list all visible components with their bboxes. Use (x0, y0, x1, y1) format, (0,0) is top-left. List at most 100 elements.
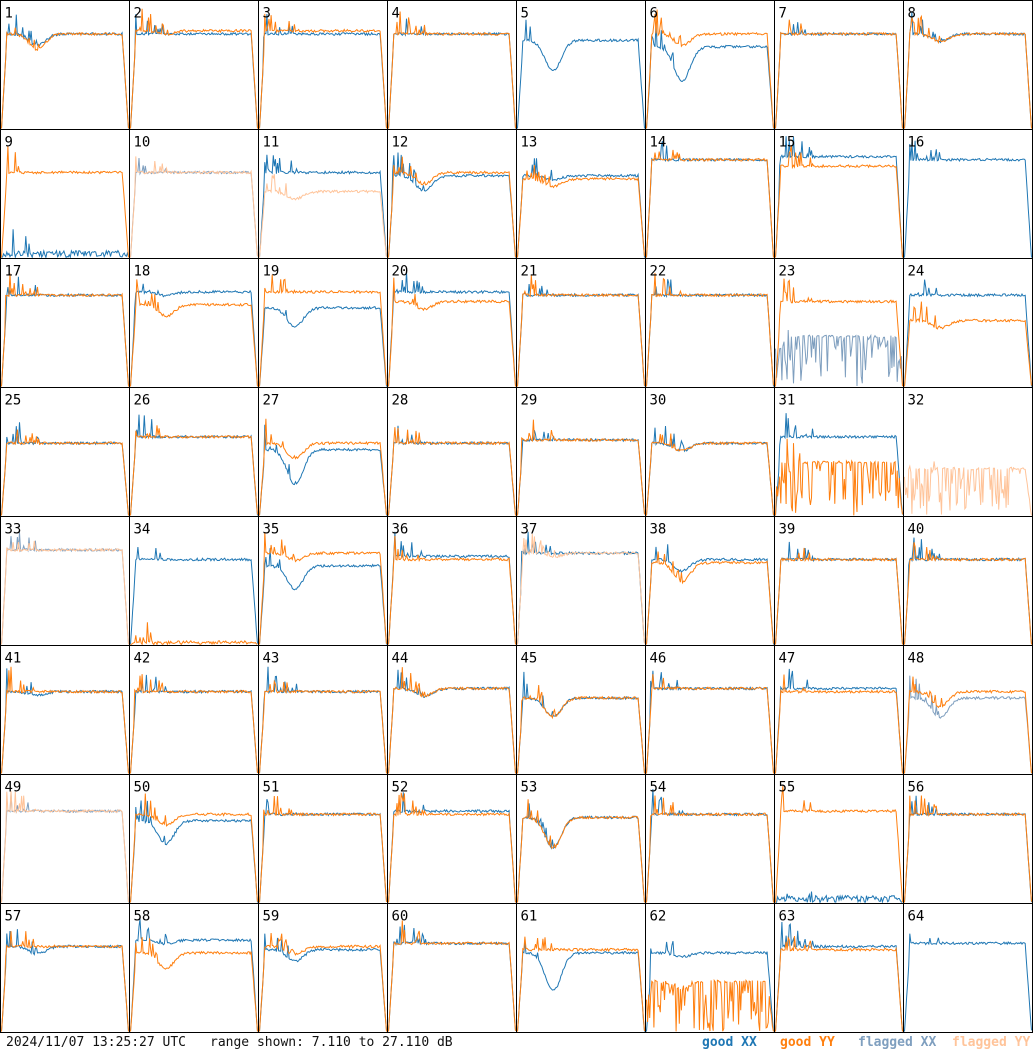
series-yy-good (130, 674, 258, 774)
panel-frame (774, 0, 904, 130)
series-yy-good (388, 156, 516, 258)
panel-label: 3 (263, 6, 271, 22)
panel-60: 60 (387, 903, 517, 1033)
series-yy-good (646, 551, 774, 645)
series-yy-good (904, 676, 1032, 774)
panel-label: 39 (779, 522, 796, 538)
series-xx-good (775, 921, 903, 1032)
series-yy-good (259, 932, 387, 1032)
series-xx-good (259, 933, 387, 1032)
series-yy-good (259, 795, 387, 903)
panel-36: 36 (387, 516, 517, 646)
series-xx-good (775, 668, 903, 774)
panel-53: 53 (516, 774, 646, 904)
panel-40: 40 (903, 516, 1033, 646)
panel-3: 3 (258, 0, 388, 130)
panel-20: 20 (387, 258, 517, 388)
series-yy-good (646, 272, 774, 387)
panel-label: 35 (263, 522, 280, 538)
panel-label: 49 (5, 780, 22, 796)
legend-good-xx: good XX (702, 1035, 757, 1050)
panel-24: 24 (903, 258, 1033, 388)
panel-6: 6 (645, 0, 775, 130)
panel-9: 9 (0, 129, 130, 260)
series-yy-good (388, 277, 516, 387)
panel-38: 38 (645, 516, 775, 646)
series-xx-good (646, 788, 774, 903)
panel-label: 44 (392, 651, 409, 667)
panel-frame (0, 129, 130, 259)
series-yy-good (517, 164, 645, 258)
series-yy-good (388, 667, 516, 774)
series-yy-good (130, 425, 258, 516)
legend-flagged-yy: flagged YY (952, 1035, 1031, 1050)
panel-21: 21 (516, 258, 646, 388)
series-xx-good (646, 23, 774, 129)
panel-8: 8 (903, 0, 1033, 130)
series-yy-good (388, 792, 516, 903)
series-yy-good (904, 301, 1032, 387)
panel-15: 15 (774, 129, 904, 259)
panel-label: 23 (779, 264, 796, 280)
series-yy-good (517, 275, 645, 387)
series-yy-good (259, 418, 387, 516)
panel-label: 11 (263, 135, 280, 151)
panel-10: 10 (129, 129, 259, 259)
series-xx-good (388, 425, 516, 516)
panel-label: 8 (908, 6, 916, 22)
series-xx-good (130, 547, 258, 645)
series-xx-good (775, 541, 903, 645)
timestamp: 2024/11/07 13:25:27 UTC (6, 1035, 187, 1050)
panel-label: 14 (650, 135, 667, 151)
series-xx-good (130, 918, 258, 1032)
panel-43: 43 (258, 645, 388, 775)
panel-19: 19 (258, 258, 388, 388)
series-yy-good (646, 795, 774, 903)
panel-label: 53 (521, 780, 538, 796)
panel-label: 59 (263, 909, 280, 925)
panel-62: 62 (645, 903, 775, 1033)
panel-label: 38 (650, 522, 667, 538)
panel-58: 58 (129, 903, 259, 1033)
panel-label: 41 (5, 651, 22, 667)
panel-label: 6 (650, 6, 658, 22)
series-xx-good (259, 13, 387, 129)
panel-label: 27 (263, 393, 280, 409)
series-xx-good (646, 670, 774, 774)
panel-label: 32 (908, 393, 925, 409)
panel-label: 50 (134, 780, 151, 796)
panel-frame (258, 0, 388, 130)
panel-34: 34 (129, 516, 259, 646)
panel-label: 9 (5, 135, 13, 151)
series-xx-good (1, 14, 129, 129)
panel-label: 61 (521, 909, 538, 925)
panel-label: 42 (134, 651, 151, 667)
panel-1: 1 (0, 0, 130, 130)
panel-47: 47 (774, 645, 904, 775)
panel-33: 33 (0, 516, 130, 646)
series-yy-good (646, 674, 774, 774)
series-xx-good (388, 669, 516, 774)
panel-label: 12 (392, 135, 409, 151)
series-yy-flagged (904, 461, 1032, 516)
panel-30: 30 (645, 387, 775, 517)
panel-label: 57 (5, 909, 22, 925)
panel-25: 25 (0, 387, 130, 517)
panel-41: 41 (0, 645, 130, 775)
panel-27: 27 (258, 387, 388, 517)
panel-label: 36 (392, 522, 409, 538)
series-xx-good (517, 531, 645, 645)
panel-29: 29 (516, 387, 646, 517)
panel-label: 33 (5, 522, 22, 538)
panel-label: 45 (521, 651, 538, 667)
panel-45: 45 (516, 645, 646, 775)
panel-label: 16 (908, 135, 925, 151)
panel-label: 7 (779, 6, 787, 22)
series-yy-good (775, 786, 903, 903)
series-yy-good (775, 19, 903, 129)
series-yy-good (388, 11, 516, 129)
series-yy-good (517, 684, 645, 774)
series-yy-good (775, 547, 903, 645)
panel-17: 17 (0, 258, 130, 388)
